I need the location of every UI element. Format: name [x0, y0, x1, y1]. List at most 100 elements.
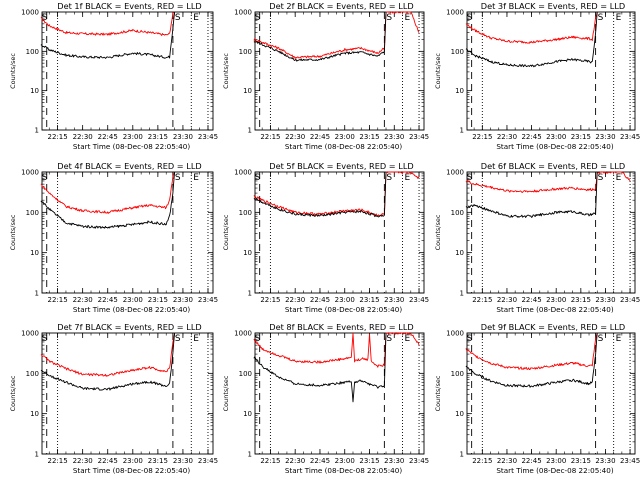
events-series-line	[465, 171, 598, 218]
x-tick-label: 23:15	[148, 296, 168, 304]
x-tick-label: 23:15	[571, 296, 591, 304]
marker-right-s: S	[175, 173, 181, 183]
y-tick-label: 100	[26, 370, 39, 378]
lld-series-line	[465, 332, 598, 370]
y-tick-label: 1000	[21, 9, 39, 17]
plot-frame	[254, 171, 425, 294]
y-axis-label: Counts/sec	[434, 214, 442, 250]
y-tick-label: 1	[460, 451, 464, 459]
events-series-line	[40, 171, 176, 229]
panel-title: Det 2f BLACK = Events, RED = LLD	[269, 1, 413, 11]
events-series-line	[253, 11, 387, 62]
x-tick-label: 23:00	[546, 457, 566, 465]
detector-panel-4: Det 4f BLACK = Events, RED = LLD Counts/s…	[9, 161, 218, 314]
x-tick-label: 22:15	[260, 296, 280, 304]
x-tick-label: 22:45	[310, 457, 330, 465]
marker-left: S	[42, 13, 48, 23]
y-tick-label: 1000	[234, 169, 252, 177]
panel-title: Det 7f BLACK = Events, RED = LLD	[57, 322, 201, 332]
x-tick-label: 23:15	[359, 133, 379, 141]
marker-right-e: E	[616, 173, 622, 183]
y-tick-label: 10	[455, 249, 464, 257]
detector-panel-7: Det 7f BLACK = Events, RED = LLD Counts/s…	[9, 322, 218, 475]
plot-frame	[41, 332, 214, 455]
lld-series-line	[253, 171, 420, 217]
x-tick-label: 23:15	[359, 457, 379, 465]
y-axis-label: Counts/sec	[9, 214, 17, 250]
marker-left: S	[42, 173, 48, 183]
marker-right-e: E	[193, 334, 199, 344]
x-tick-label: 22:30	[497, 457, 517, 465]
x-axis-label: Start Time (08-Dec-08 22:05:40)	[73, 305, 190, 314]
events-series-line	[465, 11, 598, 68]
x-axis-label: Start Time (08-Dec-08 22:05:40)	[285, 142, 402, 151]
y-tick-label: 10	[243, 410, 252, 418]
marker-right-s: S	[175, 13, 181, 23]
y-tick-label: 1	[35, 127, 39, 135]
marker-left: S	[42, 334, 48, 344]
y-tick-label: 1	[460, 127, 464, 135]
x-tick-label: 23:00	[335, 133, 355, 141]
y-tick-label: 1	[248, 290, 252, 298]
x-axis-label: Start Time (08-Dec-08 22:05:40)	[285, 466, 402, 475]
x-tick-label: 22:15	[472, 296, 492, 304]
panel-title: Det 1f BLACK = Events, RED = LLD	[57, 1, 201, 11]
marker-right-s: S	[386, 173, 392, 183]
marker-right-e: E	[405, 13, 411, 23]
lld-series-line	[465, 11, 598, 44]
x-tick-label: 22:15	[48, 133, 68, 141]
x-tick-label: 23:15	[148, 133, 168, 141]
x-tick-label: 23:00	[123, 133, 143, 141]
x-tick-label: 23:45	[409, 457, 429, 465]
panel-title: Det 8f BLACK = Events, RED = LLD	[269, 322, 413, 332]
marker-right-e: E	[193, 173, 199, 183]
x-tick-label: 22:15	[472, 457, 492, 465]
lld-series-line	[253, 11, 420, 59]
x-tick-label: 23:45	[620, 133, 640, 141]
y-tick-label: 1000	[234, 330, 252, 338]
marker-right-e: E	[405, 173, 411, 183]
x-tick-label: 23:30	[595, 296, 615, 304]
x-axis-label: Start Time (08-Dec-08 22:05:40)	[73, 466, 190, 475]
x-tick-label: 22:30	[285, 133, 305, 141]
x-tick-label: 23:30	[595, 457, 615, 465]
events-series-line	[253, 171, 387, 218]
x-tick-label: 22:45	[521, 133, 541, 141]
x-tick-label: 23:00	[123, 457, 143, 465]
y-tick-label: 100	[239, 209, 252, 217]
x-tick-label: 22:45	[98, 296, 118, 304]
x-tick-label: 23:15	[571, 457, 591, 465]
marker-left: S	[467, 13, 473, 23]
marker-right-s: S	[598, 334, 604, 344]
x-tick-label: 23:45	[620, 457, 640, 465]
detector-panel-5: Det 5f BLACK = Events, RED = LLD Counts/s…	[222, 161, 429, 314]
y-tick-label: 1	[248, 451, 252, 459]
x-tick-label: 23:00	[335, 457, 355, 465]
x-tick-label: 22:45	[521, 457, 541, 465]
panel-title: Det 9f BLACK = Events, RED = LLD	[481, 322, 625, 332]
x-tick-label: 23:30	[384, 296, 404, 304]
marker-right-e: E	[616, 334, 622, 344]
plot-frame	[466, 332, 636, 455]
x-tick-label: 23:00	[123, 296, 143, 304]
marker-left: S	[467, 173, 473, 183]
y-tick-label: 100	[239, 370, 252, 378]
panel-title: Det 4f BLACK = Events, RED = LLD	[57, 161, 201, 171]
x-tick-label: 22:15	[48, 296, 68, 304]
marker-right-e: E	[193, 13, 199, 23]
y-axis-label: Counts/sec	[434, 53, 442, 89]
y-tick-label: 10	[30, 87, 39, 95]
y-tick-label: 100	[26, 48, 39, 56]
y-tick-label: 100	[451, 48, 464, 56]
y-axis-label: Counts/sec	[222, 214, 230, 250]
x-tick-label: 22:45	[98, 133, 118, 141]
plot-frame	[254, 332, 425, 455]
y-tick-label: 100	[26, 209, 39, 217]
plot-frame	[254, 11, 425, 131]
x-tick-label: 23:30	[595, 133, 615, 141]
x-tick-label: 23:45	[409, 296, 429, 304]
lld-series-line	[40, 11, 175, 36]
x-tick-label: 23:30	[173, 457, 193, 465]
detector-panel-9: Det 9f BLACK = Events, RED = LLD Counts/s…	[434, 322, 640, 475]
lld-series-line	[40, 332, 176, 377]
